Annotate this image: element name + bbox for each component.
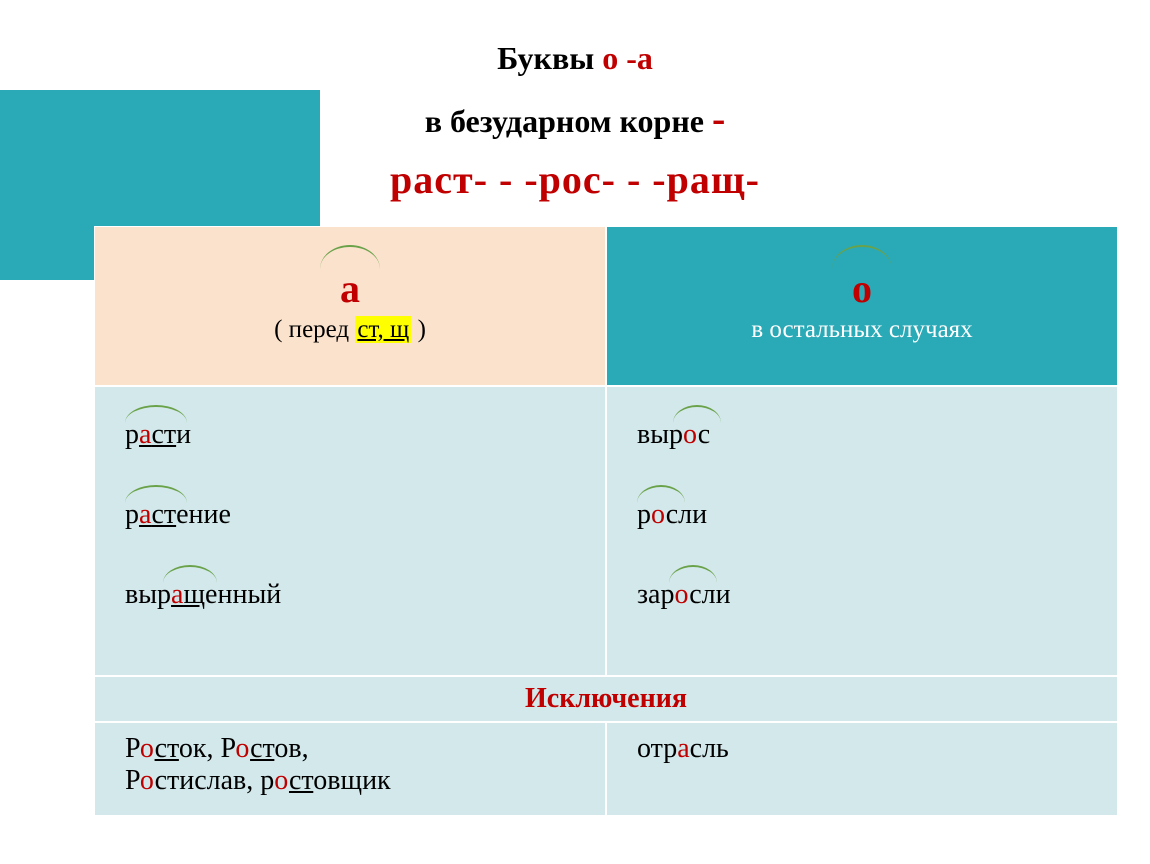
word-zarosli: заросли [637,579,1087,611]
t: и [176,419,191,450]
header-sub-a: ( перед ст, щ ) [95,316,605,344]
t: ов, [274,733,308,764]
arc-icon [163,565,217,583]
exceptions-left: Росток, Ростов, Ростислав, ростовщик [94,722,606,816]
t: стислав, р [155,765,275,796]
arc-icon [669,565,717,583]
t: о [675,579,690,610]
t: а [139,499,151,530]
t: Р [125,733,140,764]
t: енный [205,579,281,610]
word-vyros: вырос [637,419,1087,451]
header-sub-o: в остальных случаях [607,316,1117,344]
t: ст [289,765,313,796]
title-line-2: в безударном корне - [0,95,1150,142]
t: щ [183,579,205,610]
t: овщик [313,765,390,796]
header-letter-o: о [852,265,872,312]
hsub-a-open: ( перед [274,316,355,343]
arc-icon [673,405,721,423]
title-line-3: раст- - -рос- - -ращ- [0,156,1150,203]
title-line1-pre: Буквы [497,40,602,76]
exceptions-row: Росток, Ростов, Ростислав, ростовщик отр… [94,722,1118,816]
word-rosli: росли [637,499,1087,531]
rule-table: а ( перед ст, щ ) о в остальных случаях … [94,226,1118,816]
t: сль [690,733,729,764]
t: отр [637,733,677,764]
t: выр [125,579,171,610]
exceptions-right: отрасль [606,722,1118,816]
t: а [139,419,151,450]
body-cell-a: расти растение выращенный [94,386,606,676]
excl-line-1: Росток, Ростов, [125,733,575,765]
t: р [125,499,139,530]
header-cell-a: а ( перед ст, щ ) [94,226,606,386]
t: зар [637,579,675,610]
title-area: Буквы о -а в безударном корне - раст- - … [0,40,1150,203]
t: ст [151,419,176,450]
t: о [140,733,155,764]
t: о [683,419,698,450]
hsub-a-hl: ст, щ [355,316,411,343]
t: р [125,419,139,450]
body-row: расти растение выращенный вырос росли [94,386,1118,676]
t: ст [155,733,179,764]
t: о [235,733,250,764]
exceptions-title: Исключения [94,676,1118,722]
t: ст [151,499,176,530]
arc-icon [125,485,187,503]
title-line1-oa: о -а [602,40,653,76]
word-vyrashchennyj: выращенный [125,579,575,611]
t: выр [637,419,683,450]
header-row: а ( перед ст, щ ) о в остальных случаях [94,226,1118,386]
word-rasti: расти [125,419,575,451]
t: ение [176,499,231,530]
t: ок, Р [179,733,235,764]
title-line2-pre: в безударном корне [425,103,712,139]
hsub-a-close: ) [411,316,426,343]
word-rastenie: растение [125,499,575,531]
excl-line-2: Ростислав, ростовщик [125,765,575,797]
t: о [274,765,289,796]
t: а [677,733,689,764]
t: сли [689,579,730,610]
t: Р [125,765,140,796]
header-letter-a: а [340,265,360,312]
t: ст [250,733,274,764]
title-line-1: Буквы о -а [0,40,1150,77]
arc-icon [125,405,187,423]
t: о [651,499,666,530]
t: о [140,765,155,796]
body-cell-o: вырос росли заросли [606,386,1118,676]
t: сли [666,499,707,530]
t: р [637,499,651,530]
t: с [698,419,710,450]
header-cell-o: о в остальных случаях [606,226,1118,386]
title-line2-dash: - [712,96,725,141]
t: а [171,579,183,610]
arc-icon [637,485,685,503]
